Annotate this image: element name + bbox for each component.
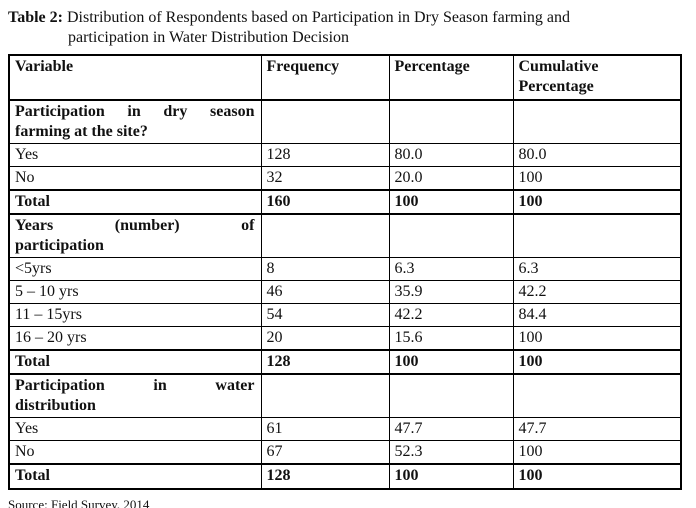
cell-variable: 11 – 15yrs [8, 303, 262, 327]
cell-variable: Total [8, 189, 262, 215]
table-row-data: Yes 61 47.7 47.7 [8, 417, 682, 441]
cell-variable: Participation in water distribution [8, 373, 262, 418]
cell-percentage: 42.2 [388, 303, 514, 327]
cell-frequency: 32 [260, 166, 390, 191]
cell-cumulative [512, 213, 682, 258]
cell-variable: Participation in dry season farming at th… [8, 99, 262, 144]
section-label-line1: Participation in water [15, 377, 255, 394]
cell-percentage: 35.9 [388, 280, 514, 304]
table-row-data: <5yrs 8 6.3 6.3 [8, 257, 682, 281]
table-row-section: Years (number) of participation [8, 213, 682, 258]
cell-cumulative: 100 [512, 349, 682, 375]
column-header-percentage: Percentage [388, 54, 514, 101]
header-row: Variable Frequency Percentage Cumulative… [8, 54, 682, 101]
cell-percentage: 6.3 [388, 257, 514, 281]
cell-frequency: 8 [260, 257, 390, 281]
cell-percentage: 15.6 [388, 326, 514, 351]
cell-percentage: 100 [388, 189, 514, 215]
table-row-total: Total 160 100 100 [8, 189, 682, 215]
cell-frequency: 54 [260, 303, 390, 327]
cell-frequency: 128 [260, 463, 390, 490]
cell-variable: <5yrs [8, 257, 262, 281]
column-header-frequency: Frequency [260, 54, 390, 101]
section-label-line1: Participation in dry season [15, 103, 255, 120]
table-row-section: Participation in water distribution [8, 373, 682, 418]
table-caption-line2: participation in Water Distribution Deci… [68, 29, 350, 46]
cell-frequency: 128 [260, 349, 390, 375]
table-row-data: 11 – 15yrs 54 42.2 84.4 [8, 303, 682, 327]
table-body: Participation in dry season farming at th… [8, 99, 682, 490]
cell-frequency: 160 [260, 189, 390, 215]
table-row-data: No 67 52.3 100 [8, 440, 682, 465]
cell-frequency [260, 99, 390, 144]
table-header: Variable Frequency Percentage Cumulative… [8, 54, 682, 101]
cell-cumulative: 6.3 [512, 257, 682, 281]
cell-frequency: 20 [260, 326, 390, 351]
cell-cumulative: 100 [512, 189, 682, 215]
table-row-data: 5 – 10 yrs 46 35.9 42.2 [8, 280, 682, 304]
table-number-label: Table 2: [8, 9, 63, 26]
cell-cumulative [512, 373, 682, 418]
cell-percentage: 100 [388, 463, 514, 490]
cell-cumulative: 100 [512, 440, 682, 465]
column-header-cumulative: Cumulative Percentage [512, 54, 682, 101]
cell-percentage: 20.0 [388, 166, 514, 191]
cell-cumulative: 100 [512, 166, 682, 191]
cell-cumulative: 47.7 [512, 417, 682, 441]
cell-variable: Yes [8, 417, 262, 441]
cell-variable: 16 – 20 yrs [8, 326, 262, 351]
table-row-total: Total 128 100 100 [8, 463, 682, 490]
cell-percentage: 80.0 [388, 143, 514, 167]
cell-frequency: 46 [260, 280, 390, 304]
cell-frequency [260, 373, 390, 418]
table-row-total: Total 128 100 100 [8, 349, 682, 375]
cell-frequency [260, 213, 390, 258]
table-caption: Table 2: Distribution of Respondents bas… [0, 0, 696, 48]
table-row-data: No 32 20.0 100 [8, 166, 682, 191]
cell-percentage [388, 213, 514, 258]
table-caption-text: Distribution of Respondents based on Par… [66, 9, 571, 26]
cell-percentage: 47.7 [388, 417, 514, 441]
cell-cumulative: 84.4 [512, 303, 682, 327]
column-header-variable: Variable [8, 54, 262, 101]
cell-variable: No [8, 166, 262, 191]
cell-cumulative [512, 99, 682, 144]
cell-percentage: 100 [388, 349, 514, 375]
section-label-line2: distribution [15, 397, 96, 414]
source-note: Source: Field Survey, 2014 [8, 497, 150, 508]
section-label-line2: participation [15, 237, 104, 254]
cell-variable: Total [8, 349, 262, 375]
cell-variable: Total [8, 463, 262, 490]
distribution-table: Variable Frequency Percentage Cumulative… [8, 54, 682, 490]
table-caption-line1: Table 2: Distribution of Respondents bas… [8, 8, 686, 28]
cell-cumulative: 42.2 [512, 280, 682, 304]
cell-percentage [388, 99, 514, 144]
cell-frequency: 128 [260, 143, 390, 167]
section-label-line2: farming at the site? [15, 123, 148, 140]
cell-variable: Years (number) of participation [8, 213, 262, 258]
cell-variable: No [8, 440, 262, 465]
cell-cumulative: 100 [512, 326, 682, 351]
cell-cumulative: 100 [512, 463, 682, 490]
cell-percentage: 52.3 [388, 440, 514, 465]
cell-frequency: 67 [260, 440, 390, 465]
cell-cumulative: 80.0 [512, 143, 682, 167]
cell-frequency: 61 [260, 417, 390, 441]
cell-variable: Yes [8, 143, 262, 167]
table-row-data: 16 – 20 yrs 20 15.6 100 [8, 326, 682, 351]
cell-percentage [388, 373, 514, 418]
table-row-data: Yes 128 80.0 80.0 [8, 143, 682, 167]
table-row-section: Participation in dry season farming at th… [8, 99, 682, 144]
section-label-line1: Years (number) of [15, 217, 255, 234]
cell-variable: 5 – 10 yrs [8, 280, 262, 304]
